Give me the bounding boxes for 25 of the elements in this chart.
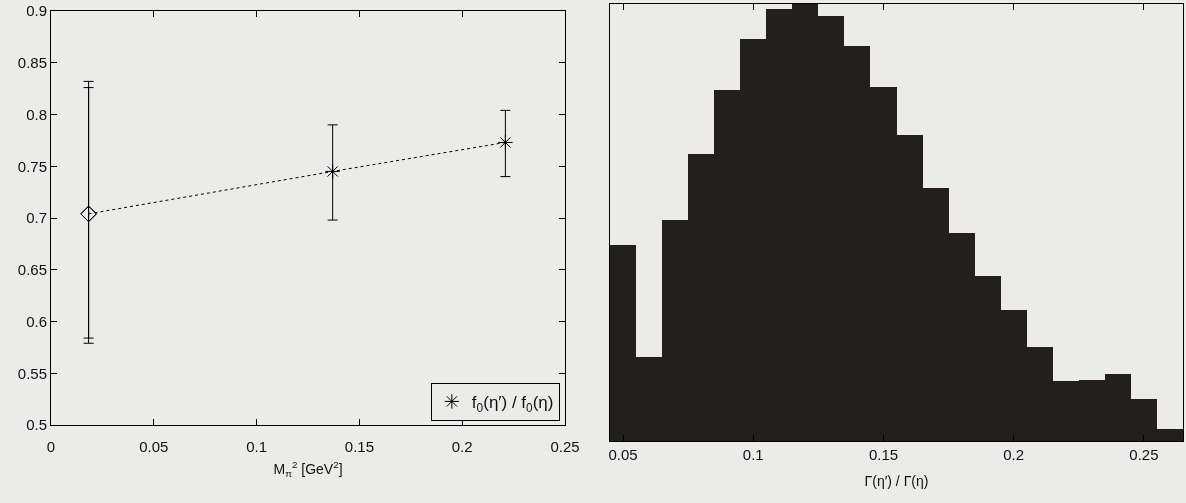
x-tick-label: 0.05 — [139, 438, 169, 455]
x-tick-label: 0.2 — [451, 438, 473, 455]
y-tick-label: 0.8 — [26, 105, 47, 123]
x-tick-label: 0.1 — [742, 446, 764, 463]
x-tick-label: 0.05 — [608, 446, 638, 463]
point — [497, 134, 514, 151]
x-tick-label: 0 — [46, 438, 56, 455]
x-tick-label: 0.15 — [344, 438, 374, 455]
y-tick-label: 0.5 — [26, 416, 47, 434]
y-tick-label: 0.7 — [26, 209, 47, 227]
legend-label: f$_{0}$(η′) / f$_{0}$(η) — [471, 393, 554, 415]
y-tick-label: 0.85 — [17, 54, 47, 71]
point — [324, 163, 341, 180]
x-tick-label: 0.25 — [1129, 446, 1159, 463]
x-tick-label: 0.2 — [1003, 446, 1025, 463]
x-tick-label: 0.25 — [550, 438, 580, 455]
y-tick-label: 0.55 — [17, 364, 47, 382]
x-axis-title: M$_{π}$$^{2}$ [GeV$^{2}$] — [273, 459, 343, 480]
y-tick-label: 0.9 — [26, 2, 47, 20]
x-tick-label: 0.1 — [246, 438, 268, 455]
y-tick-label: 0.75 — [17, 157, 47, 175]
x-axis-title: Γ(η′) / Γ(η) — [864, 473, 929, 490]
x-tick-label: 0.15 — [868, 446, 899, 463]
y-tick-label: 0.6 — [26, 312, 47, 330]
y-tick-label: 0.65 — [17, 261, 47, 278]
